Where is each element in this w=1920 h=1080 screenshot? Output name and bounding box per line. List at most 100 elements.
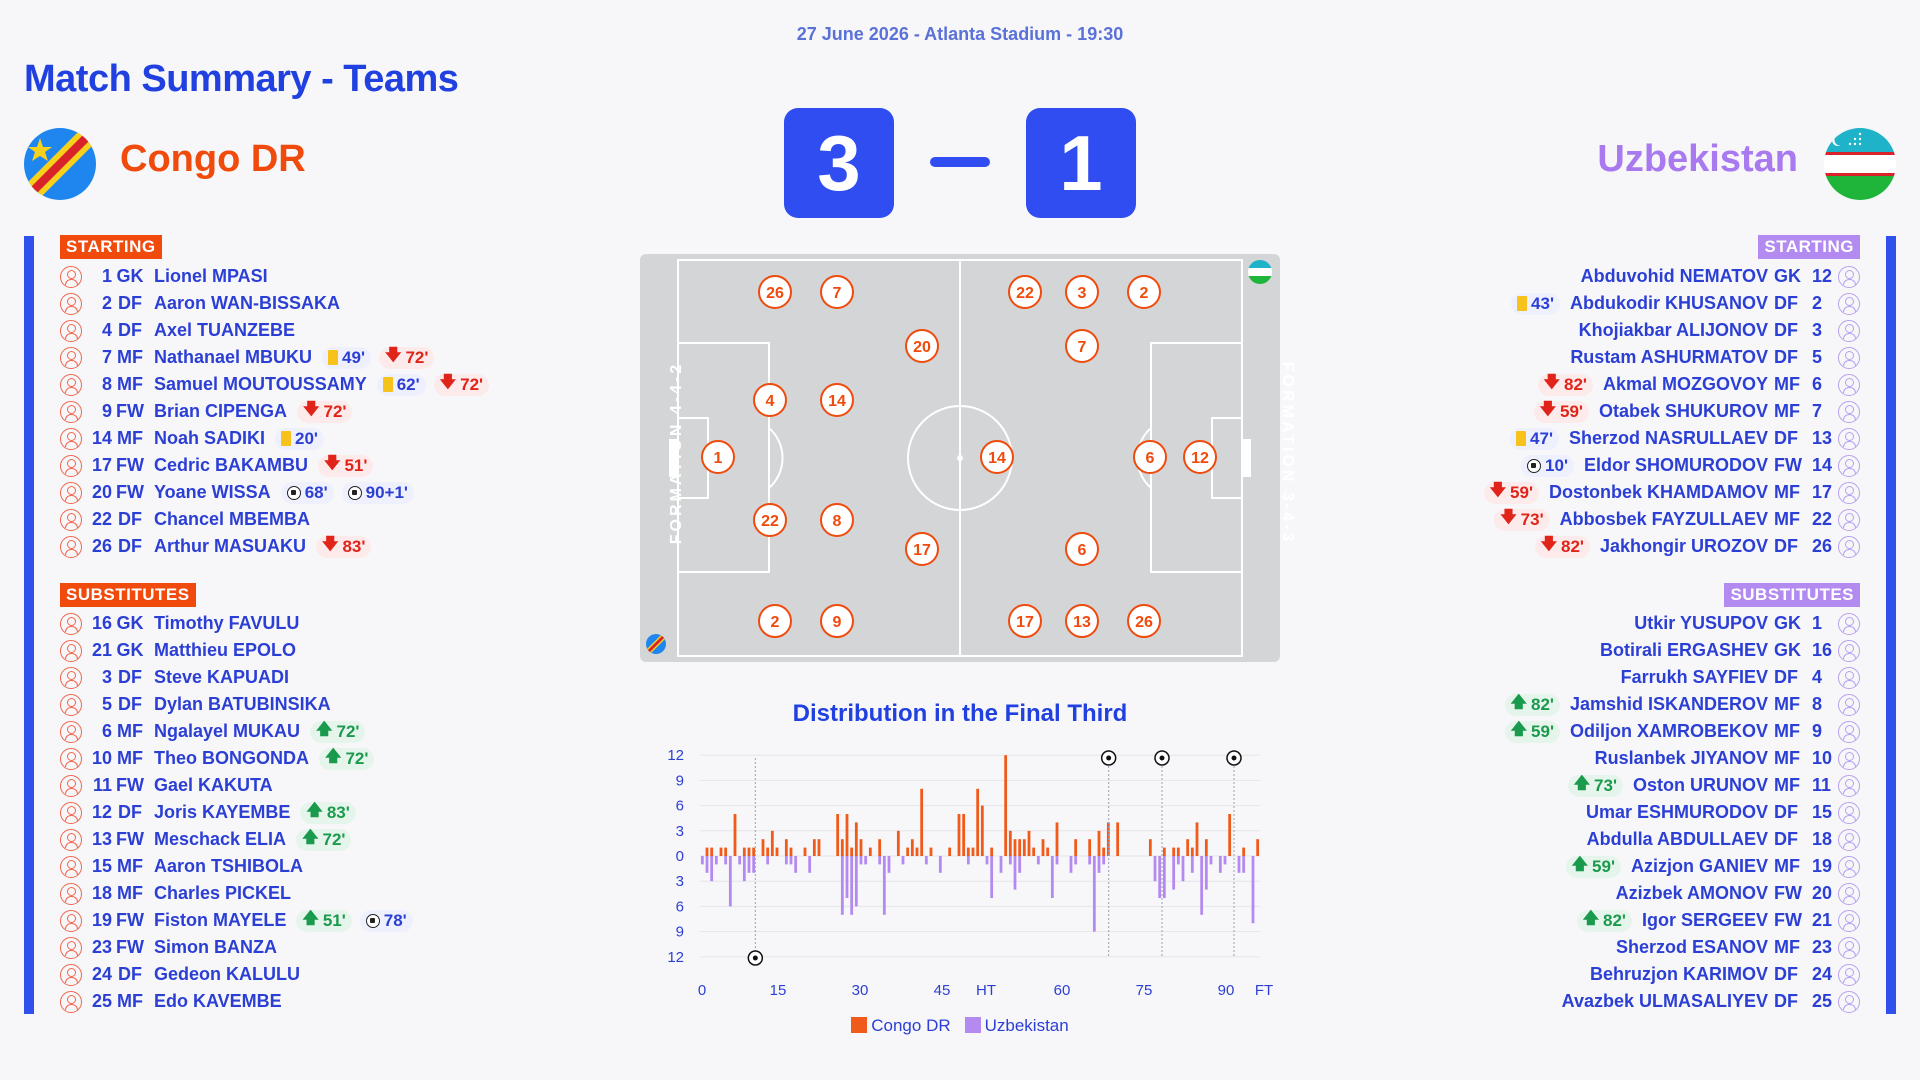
away-player-row[interactable]: 20 FW Azizbek AMONOV: [1610, 880, 1860, 907]
player-name: Igor SERGEEV: [1641, 910, 1768, 930]
football-icon: [1527, 458, 1542, 473]
home-player-row[interactable]: 15 MF Aaron TSHIBOLA: [60, 853, 309, 880]
goal-event: 10': [1521, 454, 1574, 477]
home-player-row[interactable]: 12 DF Joris KAYEMBE 🡅 83': [60, 799, 360, 826]
away-player-row[interactable]: 16 GK Botirali ERGASHEV: [1594, 637, 1860, 664]
pitch-player-marker[interactable]: 20: [905, 329, 939, 363]
away-player-row[interactable]: 21 FW Igor SERGEEV 🡅 82': [1573, 907, 1860, 934]
pitch-player-marker[interactable]: 6: [1133, 440, 1167, 474]
away-bar: [1153, 856, 1157, 882]
away-bar: [878, 856, 882, 865]
home-player-row[interactable]: 14 MF Noah SADIKI 20': [60, 425, 328, 452]
home-player-row[interactable]: 8 MF Samuel MOUTOUSSAMY 62' 🡇 72': [60, 371, 493, 398]
sub-off-event: 🡇 72': [297, 400, 353, 423]
arrow-up-icon: 🡅: [306, 802, 323, 819]
home-bar: [845, 814, 849, 856]
pitch-player-marker[interactable]: 17: [1008, 604, 1042, 638]
pitch-player-marker[interactable]: 26: [758, 275, 792, 309]
home-bar: [854, 822, 858, 856]
away-player-row[interactable]: 1 GK Utkir YUSUPOV: [1628, 610, 1860, 637]
away-player-row[interactable]: 15 DF Umar ESHMURODOV: [1580, 799, 1860, 826]
away-player-row[interactable]: 12 GK Abduvohid NEMATOV: [1575, 263, 1860, 290]
home-player-row[interactable]: 23 FW Simon BANZA: [60, 934, 283, 961]
home-player-row[interactable]: 11 FW Gael KAKUTA: [60, 772, 279, 799]
away-player-row[interactable]: 14 FW Eldor SHOMURODOV 10': [1517, 452, 1860, 479]
away-player-row[interactable]: 24 DF Behruzjon KARIMOV: [1584, 961, 1860, 988]
pitch-player-marker[interactable]: 12: [1183, 440, 1217, 474]
home-player-row[interactable]: 2 DF Aaron WAN-BISSAKA: [60, 290, 346, 317]
pitch-player-marker[interactable]: 3: [1065, 275, 1099, 309]
away-player-row[interactable]: 6 MF Akmal MOZGOVOY 🡇 82': [1534, 371, 1860, 398]
player-name: Avazbek ULMASALIYEV: [1561, 991, 1768, 1011]
pitch-player-marker[interactable]: 7: [1065, 329, 1099, 363]
away-bar: [854, 856, 858, 907]
away-player-row[interactable]: 25 DF Avazbek ULMASALIYEV: [1556, 988, 1860, 1015]
home-player-row[interactable]: 3 DF Steve KAPUADI: [60, 664, 295, 691]
home-player-row[interactable]: 4 DF Axel TUANZEBE: [60, 317, 301, 344]
x-tick-label: 30: [852, 982, 869, 999]
away-bar: [724, 856, 728, 865]
away-player-row[interactable]: 19 MF Azizjon GANIEV 🡅 59': [1562, 853, 1860, 880]
home-player-row[interactable]: 6 MF Ngalayel MUKAU 🡅 72': [60, 718, 369, 745]
away-player-row[interactable]: 5 DF Rustam ASHURMATOV: [1564, 344, 1860, 371]
home-player-row[interactable]: 18 MF Charles PICKEL: [60, 880, 297, 907]
pitch-player-marker[interactable]: 9: [820, 604, 854, 638]
svg-text:1: 1: [714, 450, 723, 467]
away-player-row[interactable]: 9 MF Odiljon XAMROBEKOV 🡅 59': [1501, 718, 1860, 745]
home-player-row[interactable]: 22 DF Chancel MBEMBA: [60, 506, 316, 533]
home-player-row[interactable]: 9 FW Brian CIPENGA 🡇 72': [60, 398, 356, 425]
away-player-row[interactable]: 13 DF Sherzod NASRULLAEV 47': [1506, 425, 1860, 452]
home-player-row[interactable]: 26 DF Arthur MASUAKU 🡇 83': [60, 533, 375, 560]
sub-on-event: 🡅 59': [1565, 855, 1621, 878]
home-player-row[interactable]: 1 GK Lionel MPASI: [60, 263, 274, 290]
away-player-row[interactable]: 7 MF Otabek SHUKUROV 🡇 59': [1530, 398, 1860, 425]
pitch-player-marker[interactable]: 26: [1127, 604, 1161, 638]
away-player-row[interactable]: 10 MF Ruslanbek JIYANOV: [1589, 745, 1860, 772]
away-player-row[interactable]: 26 DF Jakhongir UROZOV 🡇 82': [1531, 533, 1860, 560]
away-player-row[interactable]: 23 MF Sherzod ESANOV: [1610, 934, 1860, 961]
pitch-player-marker[interactable]: 2: [1127, 275, 1161, 309]
home-player-row[interactable]: 7 MF Nathanael MBUKU 49' 🡇 72': [60, 344, 438, 371]
away-player-row[interactable]: 22 MF Abbosbek FAYZULLAEV 🡇 73': [1490, 506, 1860, 533]
away-player-row[interactable]: 18 DF Abdulla ABDULLAEV: [1581, 826, 1860, 853]
svg-text:17: 17: [1016, 614, 1034, 631]
home-player-row[interactable]: 20 FW Yoane WISSA 68' 90+1': [60, 479, 418, 506]
home-player-row[interactable]: 16 GK Timothy FAVULU: [60, 610, 305, 637]
pitch-player-marker[interactable]: 22: [753, 503, 787, 537]
away-player-row[interactable]: 11 MF Oston URUNOV 🡅 73': [1564, 772, 1860, 799]
pitch-player-marker[interactable]: 7: [820, 275, 854, 309]
home-player-row[interactable]: 17 FW Cedric BAKAMBU 🡇 51': [60, 452, 377, 479]
player-avatar-icon: [1838, 909, 1860, 932]
home-player-row[interactable]: 21 GK Matthieu EPOLO: [60, 637, 302, 664]
home-player-row[interactable]: 19 FW Fiston MAYELE 🡅 51' 78': [60, 907, 417, 934]
player-position: FW: [1774, 910, 1802, 930]
pitch-player-marker[interactable]: 8: [820, 503, 854, 537]
pitch-player-marker[interactable]: 2: [758, 604, 792, 638]
arrow-down-icon: 🡇: [324, 455, 341, 472]
player-name: Charles PICKEL: [154, 883, 292, 903]
home-player-row[interactable]: 5 DF Dylan BATUBINSIKA: [60, 691, 337, 718]
pitch-player-marker[interactable]: 4: [753, 383, 787, 417]
pitch-player-marker[interactable]: 22: [1008, 275, 1042, 309]
pitch-player-marker[interactable]: 17: [905, 532, 939, 566]
away-player-row[interactable]: 3 DF Khojiakbar ALIJONOV: [1573, 317, 1860, 344]
away-score: 1: [1026, 108, 1136, 218]
player-position: MF: [1774, 748, 1800, 768]
pitch-player-marker[interactable]: 1: [701, 440, 735, 474]
pitch-player-marker[interactable]: 14: [820, 383, 854, 417]
player-position: FW: [116, 910, 144, 930]
away-player-row[interactable]: 8 MF Jamshid ISKANDEROV 🡅 82': [1501, 691, 1860, 718]
home-bar: [1190, 847, 1194, 856]
away-player-row[interactable]: 4 DF Farrukh SAYFIEV: [1615, 664, 1860, 691]
player-position: DF: [118, 509, 142, 529]
away-player-row[interactable]: 17 MF Dostonbek KHAMDAMOV 🡇 59': [1480, 479, 1860, 506]
pitch-player-marker[interactable]: 14: [980, 440, 1014, 474]
pitch-player-marker[interactable]: 6: [1065, 532, 1099, 566]
home-player-row[interactable]: 24 DF Gedeon KALULU: [60, 961, 306, 988]
home-player-row[interactable]: 13 FW Meschack ELIA 🡅 72': [60, 826, 355, 853]
away-player-row[interactable]: 2 DF Abdukodir KHUSANOV 43': [1507, 290, 1860, 317]
pitch-player-marker[interactable]: 13: [1065, 604, 1099, 638]
away-bar: [714, 856, 718, 865]
home-player-row[interactable]: 10 MF Theo BONGONDA 🡅 72': [60, 745, 378, 772]
home-player-row[interactable]: 25 MF Edo KAVEMBE: [60, 988, 288, 1015]
